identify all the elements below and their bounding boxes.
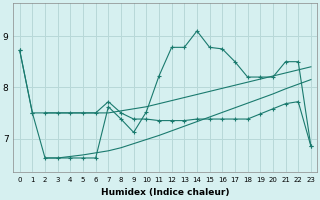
X-axis label: Humidex (Indice chaleur): Humidex (Indice chaleur) (101, 188, 229, 197)
